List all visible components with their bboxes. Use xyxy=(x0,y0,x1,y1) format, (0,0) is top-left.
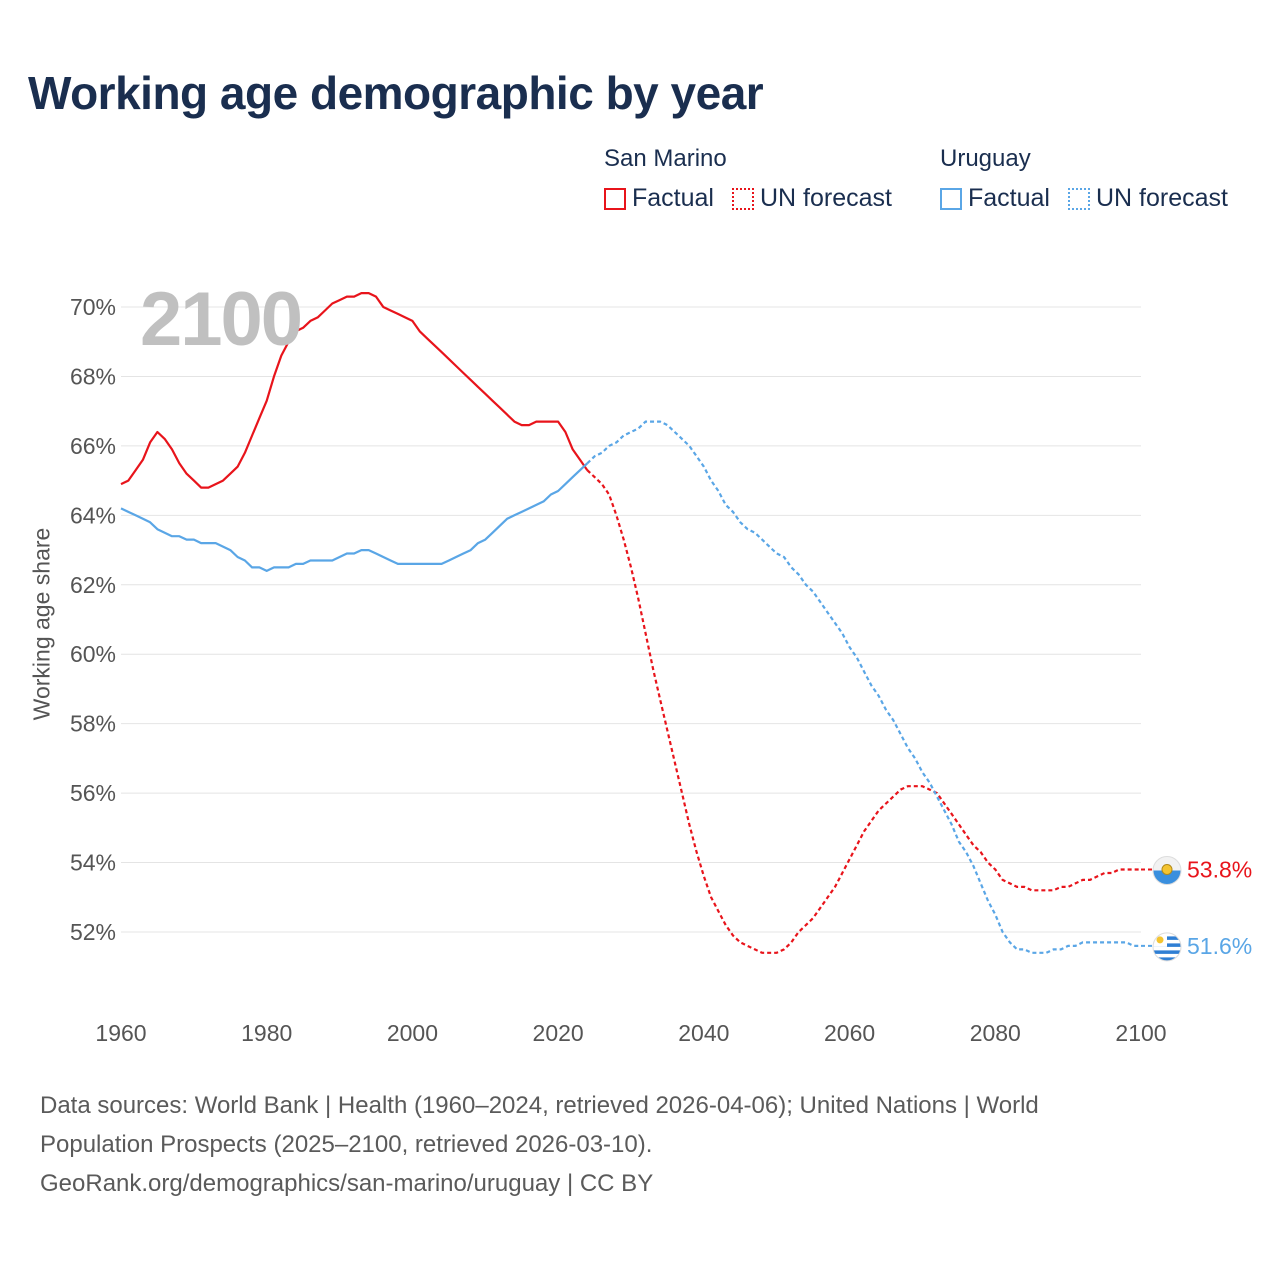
year-watermark: 2100 xyxy=(140,277,303,362)
legend-swatch-solid xyxy=(940,187,962,210)
uruguay-end-value-label: 51.6% xyxy=(1187,933,1252,959)
x-axis-ticks: 1960 1980 2000 2020 2040 2060 2080 2100 xyxy=(95,1020,1166,1046)
flag-border xyxy=(1152,932,1182,962)
san-marino-end-value-label: 53.8% xyxy=(1187,857,1252,883)
y-tick-label: 66% xyxy=(70,433,116,459)
data-sources: Data sources: World Bank | Health (1960–… xyxy=(40,1086,1220,1203)
end-markers: 53.8% 51.6% xyxy=(1141,856,1252,962)
legend-san-marino-factual[interactable]: Factual xyxy=(604,184,714,213)
legend-uruguay-factual[interactable]: Factual xyxy=(940,184,1050,213)
y-tick-label: 70% xyxy=(70,294,116,320)
flag-sun xyxy=(1156,936,1164,944)
sources-line: Population Prospects (2025–2100, retriev… xyxy=(40,1131,653,1158)
legend-group-label: Uruguay xyxy=(940,145,1031,172)
y-axis-label: Working age share xyxy=(28,527,55,721)
san-marino-factual-line xyxy=(120,292,589,489)
legend-item-label: Factual xyxy=(968,184,1050,212)
grid xyxy=(121,306,1141,933)
legend-swatch-solid xyxy=(604,187,626,210)
flag-blue-band xyxy=(1153,870,1181,885)
y-tick-label: 60% xyxy=(70,641,116,667)
y-tick-label: 68% xyxy=(70,363,116,389)
chart-title: Working age demographic by year xyxy=(28,67,764,119)
flag-white-band xyxy=(1153,856,1181,871)
legend-san-marino: San Marino Factual UN forecast xyxy=(604,142,892,213)
x-tick-label: 1960 xyxy=(95,1020,146,1046)
flag-body xyxy=(1153,856,1181,885)
flag-body xyxy=(1153,932,1181,961)
legend-san-marino-forecast[interactable]: UN forecast xyxy=(731,184,892,213)
x-tick-label: 1980 xyxy=(241,1020,292,1046)
flag-emblem xyxy=(1161,864,1173,875)
y-tick-label: 64% xyxy=(70,502,116,528)
legend-item-label: Factual xyxy=(632,184,714,212)
y-tick-label: 58% xyxy=(70,711,116,737)
x-tick-label: 2040 xyxy=(678,1020,729,1046)
flag-border xyxy=(1152,856,1182,885)
y-tick-label: 52% xyxy=(70,919,116,945)
x-tick-label: 2060 xyxy=(824,1020,875,1046)
series xyxy=(120,292,1141,954)
san-marino-forecast-line xyxy=(586,469,1141,954)
legend-swatch-dotted xyxy=(1067,187,1090,210)
y-tick-label: 62% xyxy=(70,572,116,598)
uruguay-factual-line xyxy=(120,462,589,572)
uruguay-flag-icon xyxy=(1152,932,1182,962)
legend-item-label: UN forecast xyxy=(759,184,892,212)
flag-blue-stripe xyxy=(1153,950,1181,954)
legend-group-label: San Marino xyxy=(604,145,727,172)
sources-link[interactable]: GeoRank.org/demographics/san-marino/urug… xyxy=(40,1170,654,1197)
x-tick-label: 2100 xyxy=(1115,1020,1166,1046)
legend-uruguay-forecast[interactable]: UN forecast xyxy=(1067,184,1228,213)
flag-blue-stripe xyxy=(1153,957,1181,961)
x-tick-label: 2000 xyxy=(387,1020,438,1046)
y-tick-label: 54% xyxy=(70,850,116,876)
legend-swatch-dotted xyxy=(731,187,754,210)
legend-item-label: UN forecast xyxy=(1095,184,1228,212)
x-tick-label: 2020 xyxy=(533,1020,584,1046)
legend-uruguay: Uruguay Factual UN forecast xyxy=(940,142,1228,213)
y-axis-ticks: 52% 54% 56% 58% 60% 62% 64% 66% 68% 70% xyxy=(70,294,116,945)
sources-line: Data sources: World Bank | Health (1960–… xyxy=(40,1092,1039,1119)
x-tick-label: 2080 xyxy=(970,1020,1021,1046)
y-tick-label: 56% xyxy=(70,780,116,806)
uruguay-forecast-line xyxy=(586,420,1141,954)
san-marino-flag-icon xyxy=(1152,856,1182,885)
